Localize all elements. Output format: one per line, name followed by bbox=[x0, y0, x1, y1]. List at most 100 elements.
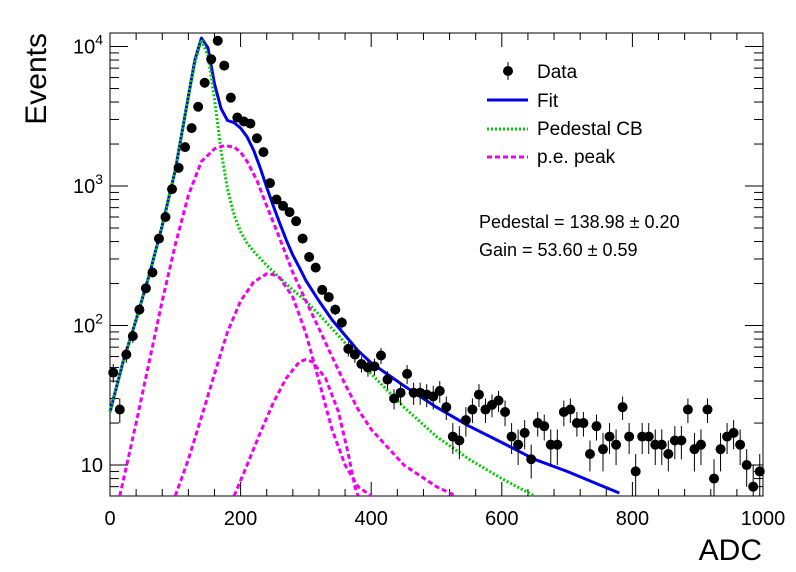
legend-entry-pedestal-cb: Pedestal CB bbox=[487, 119, 643, 140]
data-point bbox=[330, 304, 341, 315]
data-point bbox=[735, 439, 746, 450]
data-point bbox=[709, 473, 720, 484]
pedestal-label: Pedestal = 138.98 bbox=[479, 212, 625, 232]
data-point bbox=[310, 262, 321, 273]
data-point bbox=[428, 391, 439, 402]
data-point bbox=[127, 331, 138, 342]
pedestal-error: 0.20 bbox=[645, 212, 680, 232]
data-point bbox=[441, 402, 452, 413]
data-point bbox=[460, 415, 471, 426]
data-point bbox=[271, 194, 282, 205]
data-point bbox=[284, 207, 295, 218]
legend-label-fit: Fit bbox=[537, 91, 559, 112]
data-point bbox=[467, 404, 478, 415]
data-point bbox=[193, 101, 204, 112]
data-point bbox=[513, 439, 524, 450]
pedestal-cb-curve bbox=[108, 38, 536, 498]
x-tick-label: 800 bbox=[616, 508, 649, 530]
data-point bbox=[108, 367, 119, 378]
data-point bbox=[598, 444, 609, 455]
data-point bbox=[180, 142, 191, 153]
data-point bbox=[617, 402, 628, 413]
data-point bbox=[454, 435, 465, 446]
data-point bbox=[748, 481, 759, 492]
data-point bbox=[206, 54, 217, 65]
data-point bbox=[591, 421, 602, 432]
data-point bbox=[389, 393, 400, 404]
legend-label-data: Data bbox=[537, 62, 578, 83]
data-point bbox=[402, 368, 413, 379]
fit-results: Pedestal = 138.98 ± 0.20 Gain = 53.60 ± … bbox=[479, 212, 680, 260]
data-point bbox=[584, 449, 595, 460]
legend-entry-pe-peak: p.e. peak bbox=[487, 147, 616, 168]
data-point bbox=[336, 317, 347, 328]
data-point bbox=[702, 404, 713, 415]
data-point bbox=[199, 77, 210, 88]
x-tick-label: 0 bbox=[104, 508, 115, 530]
gain-pm: ± bbox=[588, 240, 598, 260]
data-point bbox=[741, 460, 752, 471]
data-point bbox=[539, 421, 550, 432]
x-tick-label: 400 bbox=[355, 508, 388, 530]
legend: Data Fit Pedestal CB p.e. peak bbox=[487, 62, 643, 168]
data-point bbox=[264, 178, 275, 189]
data-point bbox=[245, 118, 256, 129]
series-layer bbox=[108, 36, 620, 498]
data-point bbox=[212, 35, 223, 46]
y-axis-label: Events bbox=[20, 33, 53, 125]
data-point bbox=[134, 304, 145, 315]
data-point bbox=[493, 395, 504, 406]
x-tick-label: 600 bbox=[485, 508, 518, 530]
data-point bbox=[160, 211, 171, 222]
data-point bbox=[506, 431, 517, 442]
data-point bbox=[663, 449, 674, 460]
data-point bbox=[715, 444, 726, 455]
data-point bbox=[349, 349, 360, 360]
x-tick-label: 1000 bbox=[741, 508, 786, 530]
data-point bbox=[552, 439, 563, 450]
data-point bbox=[500, 407, 511, 418]
data-point bbox=[317, 284, 328, 295]
legend-entry-data: Data bbox=[503, 62, 578, 83]
data-point bbox=[578, 418, 589, 429]
data-point bbox=[219, 60, 230, 71]
data-point bbox=[604, 431, 615, 442]
pedestal-annotation: Pedestal = 138.98 ± 0.20 bbox=[479, 212, 680, 232]
data-point bbox=[121, 349, 132, 360]
data-point bbox=[519, 427, 530, 438]
data-point bbox=[382, 374, 393, 385]
data-point bbox=[395, 387, 406, 398]
gain-error: 0.59 bbox=[603, 240, 638, 260]
data-point bbox=[624, 431, 635, 442]
data-point bbox=[140, 283, 151, 294]
data-point bbox=[343, 343, 354, 354]
data-point bbox=[369, 361, 380, 372]
fit-curve bbox=[108, 36, 620, 495]
data-point bbox=[676, 435, 687, 446]
data-point bbox=[682, 404, 693, 415]
data-point bbox=[526, 454, 537, 465]
data-point bbox=[291, 216, 302, 227]
data-point bbox=[186, 123, 197, 134]
data-point bbox=[297, 233, 308, 244]
data-point bbox=[323, 292, 334, 303]
x-tick-label: 200 bbox=[224, 508, 257, 530]
x-axis-label: ADC bbox=[699, 534, 762, 567]
data-point bbox=[251, 133, 262, 144]
y-tick-label: 10 bbox=[81, 455, 103, 477]
data-point bbox=[434, 385, 445, 396]
gain-annotation: Gain = 53.60 ± 0.59 bbox=[479, 240, 638, 260]
data-point bbox=[630, 466, 641, 477]
legend-data-marker bbox=[503, 66, 513, 76]
data-layer bbox=[108, 35, 765, 496]
plot-frame-group bbox=[109, 32, 764, 497]
pe-peak-curve bbox=[118, 144, 457, 498]
pedestal-pm: ± bbox=[630, 212, 640, 232]
data-point bbox=[643, 431, 654, 442]
data-point bbox=[167, 184, 178, 195]
pe-peak-curve bbox=[232, 358, 360, 497]
data-point bbox=[304, 251, 315, 262]
legend-label-pedestal-cb: Pedestal CB bbox=[537, 119, 643, 140]
data-point bbox=[278, 200, 289, 211]
